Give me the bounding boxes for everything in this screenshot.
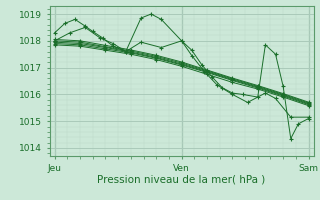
X-axis label: Pression niveau de la mer( hPa ): Pression niveau de la mer( hPa ) (98, 174, 266, 184)
